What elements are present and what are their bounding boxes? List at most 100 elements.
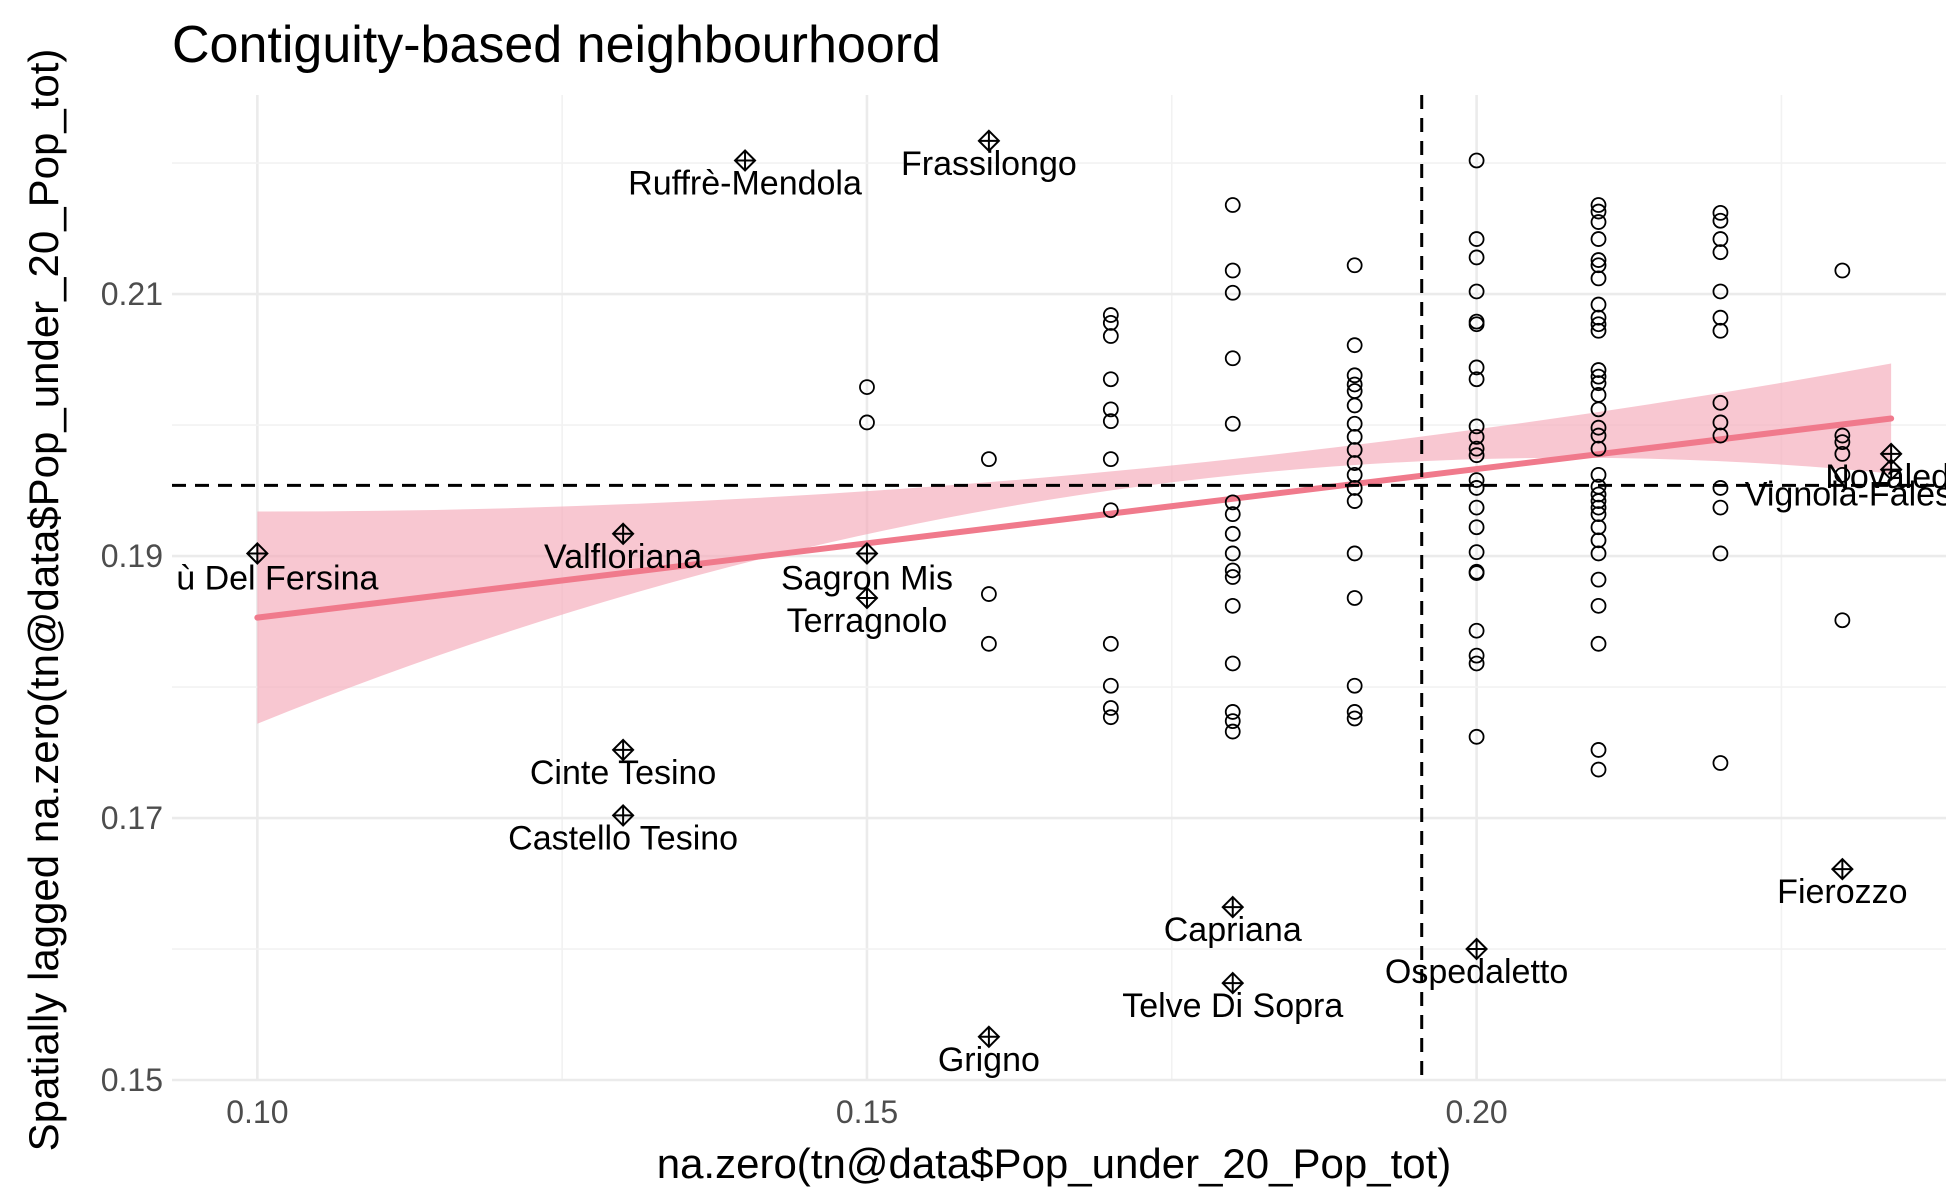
data-point [1590,362,1607,378]
influential-point [977,1025,1001,1049]
data-point [1102,502,1119,519]
data-point [1468,622,1485,639]
data-point [1346,415,1363,432]
data-point [1712,309,1729,326]
data-point [980,451,997,468]
data-point [1834,445,1851,462]
data-point [1224,597,1241,614]
data-point [1712,545,1729,562]
data-point [1590,316,1607,333]
data-point [1102,328,1119,344]
data-point [1590,519,1607,536]
data-point [1468,544,1485,561]
data-point [1590,322,1607,339]
data-point [1224,545,1241,562]
confidence-band [257,363,1892,724]
influential-point [855,542,879,565]
data-point [1346,428,1363,445]
influential-point [1221,895,1245,919]
x-tick-label: 0.10 [226,1094,288,1130]
data-point [1834,612,1851,629]
confidence-band-layer [257,363,1892,724]
data-point [1468,480,1485,496]
data-point [1590,427,1607,444]
data-point [1590,309,1607,326]
data-point [1102,413,1119,430]
data-point [1468,316,1485,333]
data-point [1590,270,1607,287]
data-point [1224,723,1241,740]
regression-line [254,415,1895,621]
influential-point [611,803,635,827]
data-point [1224,562,1241,579]
x-axis-ticks: 0.10 0.15 0.20 [226,1094,1508,1130]
data-point [1224,284,1241,301]
data-point [1468,655,1485,672]
data-point [1590,486,1607,503]
data-point [1346,466,1363,483]
data-point [1468,428,1485,445]
influential-point [1465,937,1489,961]
x-tick-label: 0.20 [1445,1094,1507,1130]
influential-point [1830,857,1854,881]
data-point [1468,472,1485,488]
data-point [1346,367,1363,384]
data-point [1712,204,1729,221]
data-point [1468,249,1485,266]
point-label: Castello Tesino [508,819,738,857]
data-point [980,586,997,602]
data-point [1102,401,1119,418]
data-point [1468,440,1485,457]
data-point [1712,244,1729,261]
point-label: Capriana [1164,911,1302,949]
data-point [1102,371,1119,388]
data-point [1346,710,1363,727]
data-point [1224,197,1241,213]
data-point [1346,704,1363,720]
data-point [1590,466,1607,483]
influential-point [855,586,879,610]
data-point [1590,761,1607,778]
data-point [1102,709,1119,726]
point-label: Ruffrè-Mendola [628,164,862,202]
data-point [1346,257,1363,274]
data-point [1102,677,1119,694]
data-point [1590,742,1607,758]
point-label: Vignola-Falesina [1745,476,1946,514]
data-point [1712,212,1729,229]
y-axis-title: Spatially lagged na.zero(tn@data$Pop_und… [20,49,67,1152]
data-point [1346,442,1363,458]
data-point [1712,755,1729,771]
data-point [1224,655,1241,672]
x-tick-label: 0.15 [836,1094,898,1130]
x-axis-title: na.zero(tn@data$Pop_under_20_Pop_tot) [657,1140,1452,1187]
data-point [1224,704,1241,720]
data-point [1102,451,1119,468]
data-point [1834,434,1851,451]
reference-lines [172,95,1946,1080]
data-point [1468,647,1485,664]
data-point [1590,296,1607,313]
data-point [980,635,997,652]
data-point [1712,231,1729,247]
data-point [1590,545,1607,562]
data-point [1224,713,1241,730]
point-label: Terragnolo [787,602,948,640]
point-label: Fierozzo [1777,873,1907,911]
point-label: Grigno [938,1041,1040,1079]
y-tick-label: 0.21 [101,276,163,312]
data-point [1590,506,1607,523]
data-point [1834,262,1851,279]
point-label: Cinte Tesino [530,754,717,792]
data-point [1468,565,1485,581]
data-point [1468,283,1485,300]
points-layer [859,152,1851,778]
data-point [1590,635,1607,652]
data-point [1590,214,1607,230]
point-label: Valfloriana [544,538,702,576]
data-point [859,379,875,395]
data-point [1590,401,1607,418]
data-point [1102,635,1119,652]
data-point [1102,307,1119,323]
